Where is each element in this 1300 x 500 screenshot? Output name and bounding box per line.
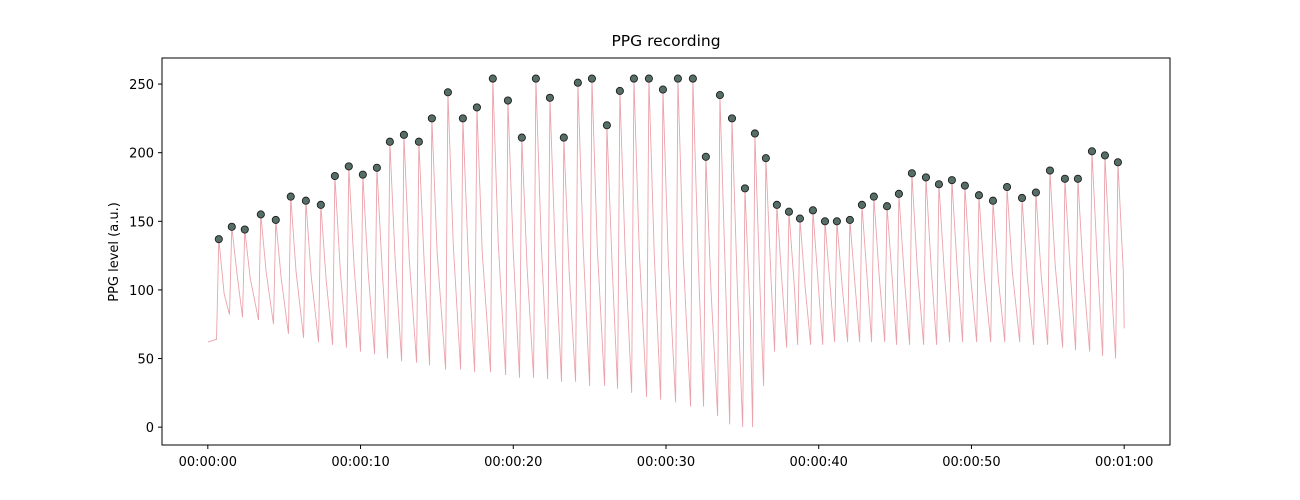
peak-marker <box>602 121 611 130</box>
peak-marker <box>301 196 310 205</box>
peak-marker <box>615 86 624 95</box>
peak-marker <box>894 189 903 198</box>
plot-area <box>207 74 1125 428</box>
peak-marker <box>921 173 930 182</box>
peak-marker <box>256 210 265 219</box>
peak-marker <box>1060 174 1069 183</box>
peak-marker <box>960 181 969 190</box>
peak-marker <box>1087 147 1097 156</box>
y-tick-label: 200 <box>129 147 154 162</box>
x-tick-label: 00:00:30 <box>637 455 695 470</box>
x-tick-label: 00:00:20 <box>484 455 542 470</box>
x-tick-label: 00:01:00 <box>1095 455 1153 470</box>
peak-marker <box>947 176 956 185</box>
peak-marker <box>688 74 697 83</box>
peak-marker <box>907 169 916 178</box>
peak-marker <box>772 200 781 209</box>
peak-marker <box>988 196 998 205</box>
peak-marker <box>503 96 512 105</box>
peak-marker <box>673 74 682 83</box>
y-tick-label: 250 <box>129 78 154 93</box>
peak-marker <box>845 215 854 224</box>
peak-marker <box>644 74 653 83</box>
peak-marker <box>458 114 467 123</box>
peak-marker <box>1017 193 1027 203</box>
peak-marker <box>727 114 737 123</box>
peak-marker <box>701 152 710 161</box>
peak-marker <box>344 162 353 171</box>
x-tick-label: 00:00:00 <box>179 455 237 470</box>
peak-marker <box>573 78 582 87</box>
x-tick-label: 00:00:40 <box>790 455 848 470</box>
peak-marker <box>227 222 236 231</box>
peak-marker <box>820 217 830 226</box>
peak-marker <box>214 235 223 244</box>
peak-marker <box>934 180 943 189</box>
peak-marker <box>1031 188 1040 197</box>
peak-marker <box>869 192 878 201</box>
peak-marker <box>358 170 367 179</box>
peak-marker <box>472 103 481 112</box>
peak-marker <box>750 129 759 138</box>
peak-marker <box>658 85 667 94</box>
peak-marker <box>587 74 596 83</box>
peak-marker <box>1113 158 1122 167</box>
y-tick-label: 150 <box>129 215 154 230</box>
peak-marker <box>715 91 724 100</box>
peak-marker <box>271 215 280 224</box>
peak-marker <box>974 191 983 200</box>
chart-title: PPG recording <box>611 32 720 50</box>
peak-marker <box>488 74 497 83</box>
peak-marker <box>372 163 381 172</box>
peak-marker <box>1073 174 1082 183</box>
peak-marker <box>399 130 408 139</box>
peak-marker <box>1002 182 1012 192</box>
peak-marker <box>240 225 249 234</box>
y-axis-label: PPG level (a.u.) <box>107 202 122 302</box>
peak-marker <box>286 192 295 201</box>
y-tick-label: 100 <box>129 284 154 299</box>
peak-marker <box>427 114 436 123</box>
peak-marker <box>330 171 339 181</box>
y-tick-label: 50 <box>137 353 154 368</box>
peak-marker <box>761 154 770 163</box>
peak-marker <box>808 206 817 215</box>
y-tick-label: 0 <box>146 421 154 436</box>
x-tick-label: 00:00:50 <box>942 455 1000 470</box>
peak-marker <box>740 184 750 193</box>
peak-marker <box>1045 166 1055 175</box>
peak-marker <box>517 133 526 142</box>
peak-marker <box>316 200 325 209</box>
x-tick-label: 00:00:10 <box>331 455 389 470</box>
peak-marker <box>857 200 866 209</box>
peak-marker <box>832 217 841 226</box>
peak-marker <box>1100 151 1109 160</box>
peak-marker <box>629 74 638 83</box>
peak-marker <box>545 93 554 102</box>
peak-marker <box>795 214 804 223</box>
peak-marker <box>385 137 394 146</box>
peak-marker <box>882 202 892 211</box>
peak-marker <box>414 137 423 146</box>
peak-marker <box>443 88 452 97</box>
peak-marker <box>559 133 568 142</box>
peak-marker <box>531 74 540 83</box>
peak-marker <box>784 207 793 216</box>
